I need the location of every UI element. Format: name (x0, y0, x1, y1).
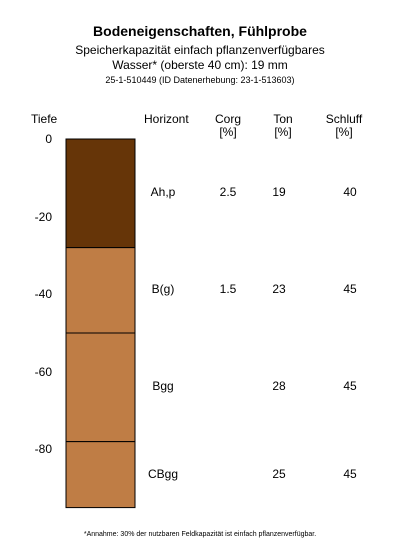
corg-header-unit: [%] (219, 125, 237, 139)
depth-tick-label: -20 (34, 209, 52, 224)
schluff-value-cell: 45 (343, 282, 357, 297)
schluff-value-cell: 40 (343, 185, 357, 200)
ton-header-unit: [%] (274, 125, 292, 139)
corg-value-cell: 2.5 (219, 185, 237, 200)
depth-tick-label: 0 (45, 132, 52, 146)
depth-tick-label: -80 (34, 442, 52, 457)
depth-tick-label: -60 (34, 364, 52, 379)
schluff-header-label: Schluff (325, 112, 363, 126)
footnote: *Annahme: 30% der nutzbaren Feldkapazitä… (83, 531, 317, 538)
ton-header-label: Ton (273, 112, 293, 126)
ton-column-header: Ton [%] (258, 113, 308, 139)
chart-subtitle-line1: Speicherkapazität einfach pflanzenverfüg… (75, 43, 325, 57)
corg-column-header: Corg [%] (203, 113, 253, 139)
chart-subtitle-line2: Wasser* (oberste 40 cm): 19 mm (112, 58, 288, 72)
ton-value-cell: 19 (272, 185, 286, 200)
horizon-layer-3 (65, 441, 136, 509)
ton-value-cell: 28 (272, 379, 286, 394)
corg-header-label: Corg (214, 112, 241, 126)
schluff-value-cell: 45 (343, 466, 357, 481)
ton-value-cell: 23 (272, 282, 286, 297)
horizon-name-cell: Bgg (152, 379, 174, 394)
horizon-layer-0 (65, 138, 136, 249)
horizon-column-header: Horizont (144, 112, 189, 126)
horizon-name-cell: Ah,p (150, 185, 176, 200)
horizon-layer-2 (65, 332, 136, 443)
corg-value-cell: 1.5 (219, 282, 237, 297)
schluff-header-unit: [%] (335, 125, 353, 139)
horizon-name-cell: B(g) (151, 282, 175, 297)
schluff-column-header: Schluff [%] (318, 113, 370, 139)
depth-tick-label: -40 (34, 287, 52, 302)
horizon-name-cell: CBgg (147, 466, 179, 481)
schluff-value-cell: 45 (343, 379, 357, 394)
ton-value-cell: 25 (272, 466, 286, 481)
depth-column-header: Tiefe (31, 112, 58, 126)
chart-title: Bodeneigenschaften, Fühlprobe (93, 23, 307, 39)
horizon-layer-1 (65, 247, 136, 334)
record-id-line: 25-1-510449 (ID Datenerhebung: 23-1-5136… (105, 75, 295, 85)
